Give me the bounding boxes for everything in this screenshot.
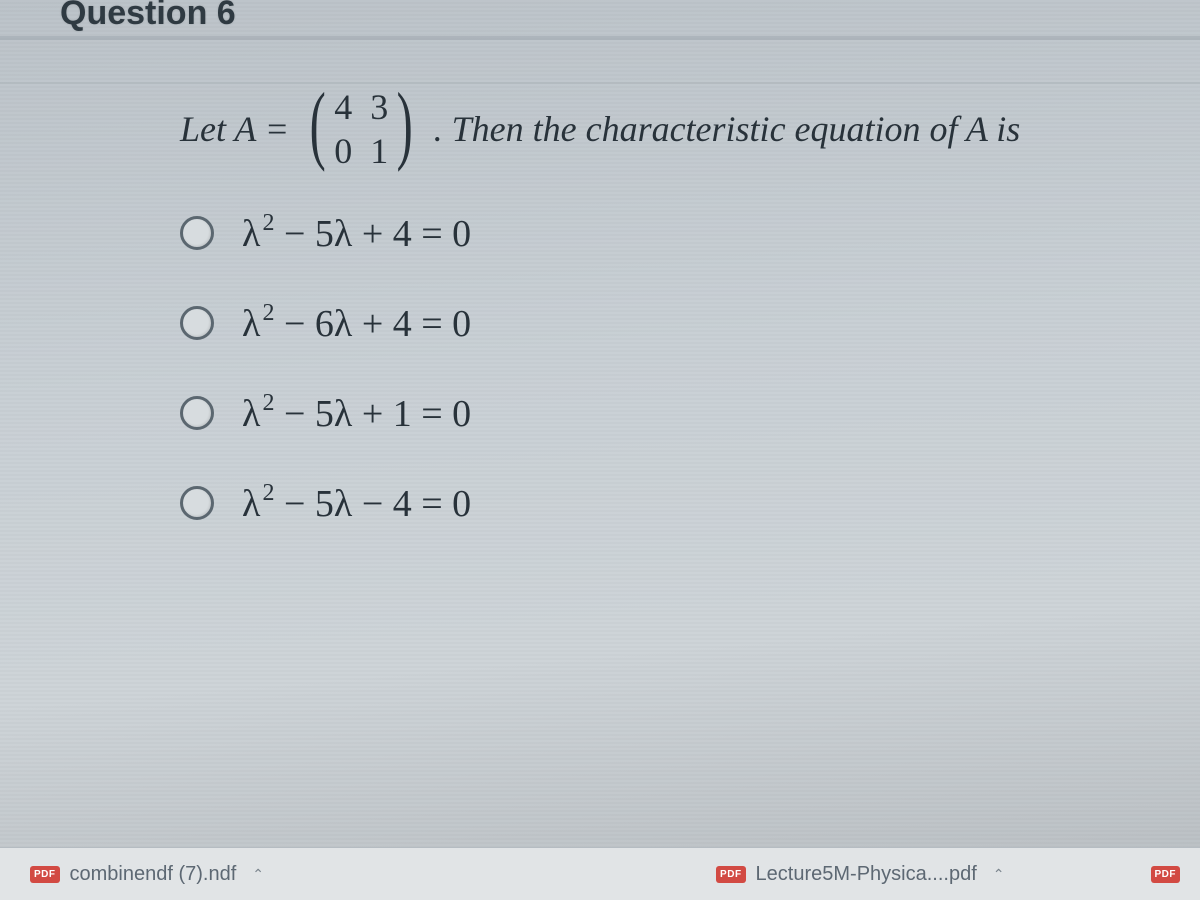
matrix-a12: 3 xyxy=(370,86,388,128)
option-1-expr: λ2 − 5λ + 4 = 0 xyxy=(242,212,471,256)
paren-left-icon: ( xyxy=(310,95,326,155)
matrix-a21: 0 xyxy=(334,130,352,172)
option-2[interactable]: λ2 − 6λ + 4 = 0 xyxy=(180,302,1160,346)
download-left-label: combinendf (7).ndf xyxy=(70,863,237,886)
pdf-icon: PDF xyxy=(716,866,746,883)
option-4[interactable]: λ2 − 5λ − 4 = 0 xyxy=(180,482,1160,526)
option-3-expr: λ2 − 5λ + 1 = 0 xyxy=(242,392,471,436)
chevron-down-icon: ⌃ xyxy=(252,866,264,883)
radio-4[interactable] xyxy=(180,486,214,520)
radio-1[interactable] xyxy=(180,216,214,250)
prompt-post: . Then the characteristic equation of A … xyxy=(434,108,1021,150)
download-item-mid[interactable]: PDF Lecture5M-Physica....pdf ⌃ xyxy=(706,859,1014,890)
option-2-expr: λ2 − 6λ + 4 = 0 xyxy=(242,302,471,346)
chevron-down-icon: ⌃ xyxy=(993,866,1005,883)
paren-right-icon: ) xyxy=(397,95,413,155)
download-bar: PDF combinendf (7).ndf ⌃ PDF Lecture5M-P… xyxy=(0,847,1200,900)
question-number: Question 6 xyxy=(60,0,236,33)
question-content: Let A = ( 4 3 0 1 ) . Then the character… xyxy=(180,86,1160,526)
divider-under-header xyxy=(0,82,1200,84)
option-3[interactable]: λ2 − 5λ + 1 = 0 xyxy=(180,392,1160,436)
pdf-icon: PDF xyxy=(30,866,60,883)
radio-2[interactable] xyxy=(180,306,214,340)
option-1[interactable]: λ2 − 5λ + 4 = 0 xyxy=(180,212,1160,256)
matrix-a22: 1 xyxy=(370,130,388,172)
question-prompt: Let A = ( 4 3 0 1 ) . Then the character… xyxy=(180,86,1160,172)
matrix-A: ( 4 3 0 1 ) xyxy=(303,86,420,172)
download-item-left[interactable]: PDF combinendf (7).ndf ⌃ xyxy=(20,859,274,890)
divider-top xyxy=(0,36,1200,40)
pdf-icon: PDF xyxy=(1151,866,1181,883)
answer-options: λ2 − 5λ + 4 = 0 λ2 − 6λ + 4 = 0 λ2 − 5λ … xyxy=(180,212,1160,526)
option-4-expr: λ2 − 5λ − 4 = 0 xyxy=(242,482,471,526)
radio-3[interactable] xyxy=(180,396,214,430)
prompt-lead: Let A = xyxy=(180,108,289,150)
download-mid-label: Lecture5M-Physica....pdf xyxy=(756,863,977,886)
matrix-body: 4 3 0 1 xyxy=(334,86,388,172)
matrix-a11: 4 xyxy=(334,86,352,128)
quiz-screen: Question 6 Let A = ( 4 3 0 1 ) . Then th… xyxy=(0,0,1200,900)
